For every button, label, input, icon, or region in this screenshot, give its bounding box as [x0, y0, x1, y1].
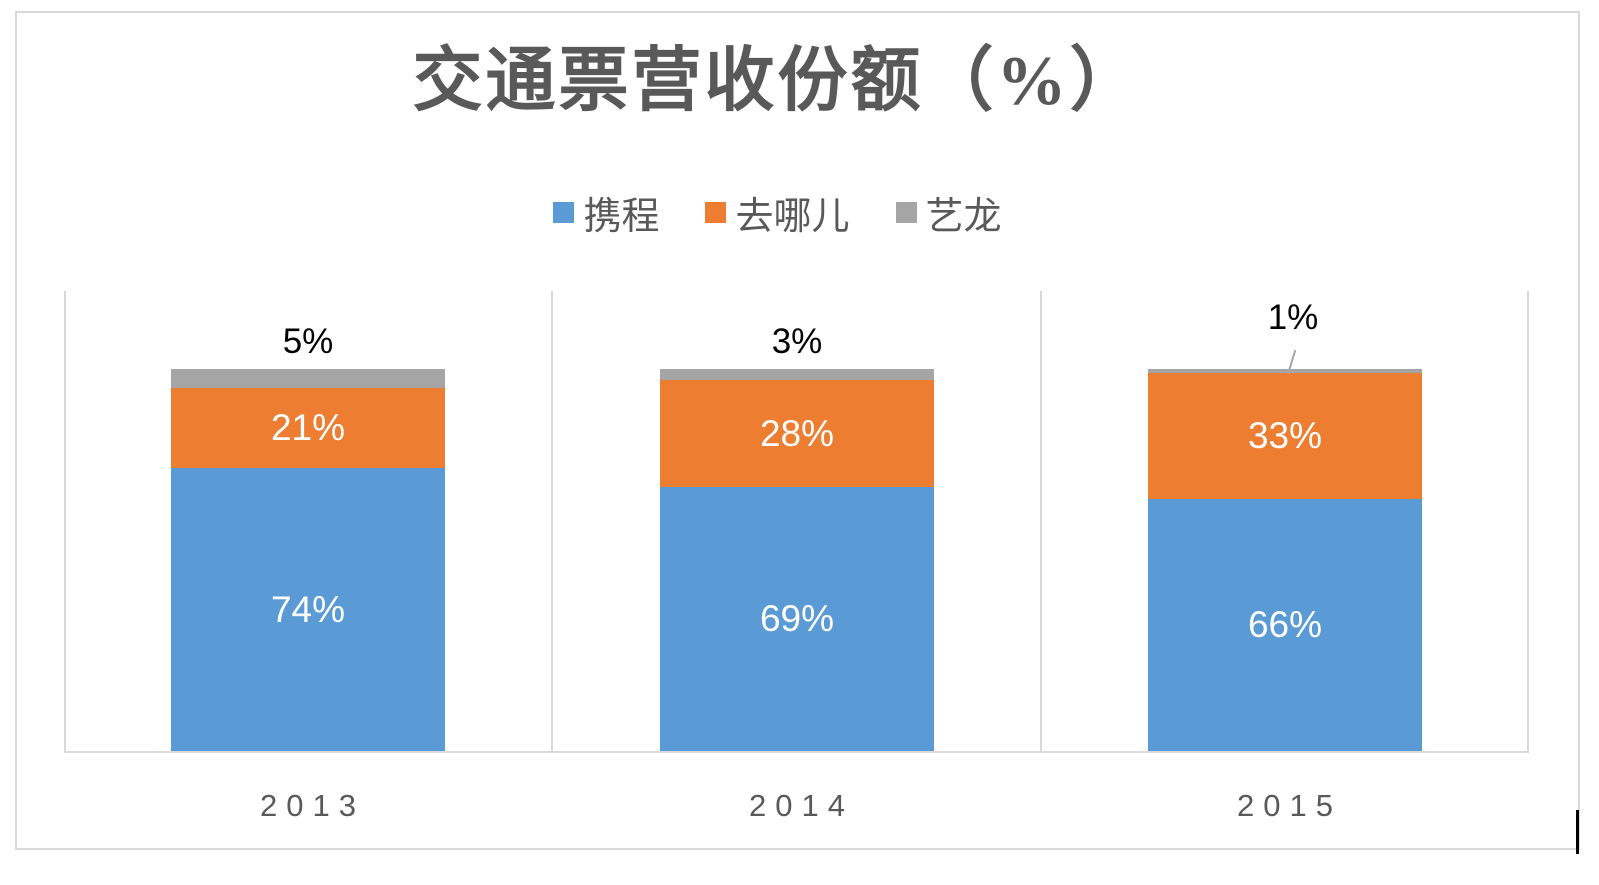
- legend-swatch-icon: [553, 202, 575, 223]
- bar-segment-2015-series-1[interactable]: 66%: [1148, 499, 1422, 751]
- data-label-outside-2015: 1%: [1267, 298, 1319, 337]
- data-label-inside: 66%: [1247, 604, 1323, 645]
- legend-item-2[interactable]: 去哪儿: [705, 185, 850, 240]
- bar-segment-2014-series-3[interactable]: [660, 369, 934, 380]
- bar-segment-2013-series-3[interactable]: [171, 369, 445, 388]
- stacked-bar-2015: 33% 66%: [1148, 369, 1422, 751]
- vertical-gridline: [551, 291, 553, 753]
- plot-area: 21% 74% 5% 28% 69% 3% 33% 66% 1%: [64, 291, 1529, 753]
- legend-label: 去哪儿: [735, 196, 850, 238]
- data-label-outside-2014: 3%: [771, 322, 823, 361]
- legend-item-3[interactable]: 艺龙: [895, 185, 1002, 240]
- text-cursor: [1576, 810, 1579, 854]
- bar-segment-2013-series-2[interactable]: 21%: [171, 388, 445, 468]
- chart-frame: 交通票营收份额（%） 携程 去哪儿 艺龙 21% 74% 5% 28% 69% 3% 33% 66…: [15, 11, 1580, 850]
- vertical-gridline: [1040, 291, 1042, 753]
- legend-label: 艺龙: [925, 196, 1002, 238]
- vertical-gridline: [1527, 291, 1529, 753]
- stacked-bar-2014: 28% 69%: [660, 369, 934, 751]
- bar-segment-2015-series-3[interactable]: [1148, 369, 1422, 373]
- vertical-gridline: [64, 291, 66, 753]
- data-label-inside: 74%: [270, 588, 346, 630]
- x-axis-label-2015: 2015: [1237, 788, 1342, 823]
- bar-segment-2014-series-2[interactable]: 28%: [660, 380, 934, 487]
- legend-swatch-icon: [895, 202, 917, 223]
- data-label-inside: 28%: [759, 412, 835, 454]
- legend: 携程 去哪儿 艺龙: [17, 185, 1538, 240]
- legend-label: 携程: [583, 196, 660, 238]
- bar-segment-2013-series-1[interactable]: 74%: [171, 468, 445, 751]
- x-axis-baseline: [64, 751, 1529, 753]
- x-axis-label-2014: 2014: [749, 788, 854, 823]
- legend-item-1[interactable]: 携程: [553, 185, 659, 240]
- bar-segment-2014-series-1[interactable]: 69%: [660, 487, 934, 751]
- chart-title[interactable]: 交通票营收份额（%）: [412, 43, 1143, 120]
- x-axis-label-2013: 2013: [260, 788, 365, 823]
- legend-swatch-icon: [705, 202, 727, 223]
- data-label-inside: 69%: [759, 598, 835, 639]
- data-label-inside: 21%: [270, 407, 346, 448]
- data-label-inside: 33%: [1247, 415, 1323, 456]
- bar-segment-2015-series-2[interactable]: 33%: [1148, 373, 1422, 499]
- stacked-bar-2013: 21% 74%: [171, 369, 445, 751]
- data-label-outside-2013: 5%: [282, 322, 334, 361]
